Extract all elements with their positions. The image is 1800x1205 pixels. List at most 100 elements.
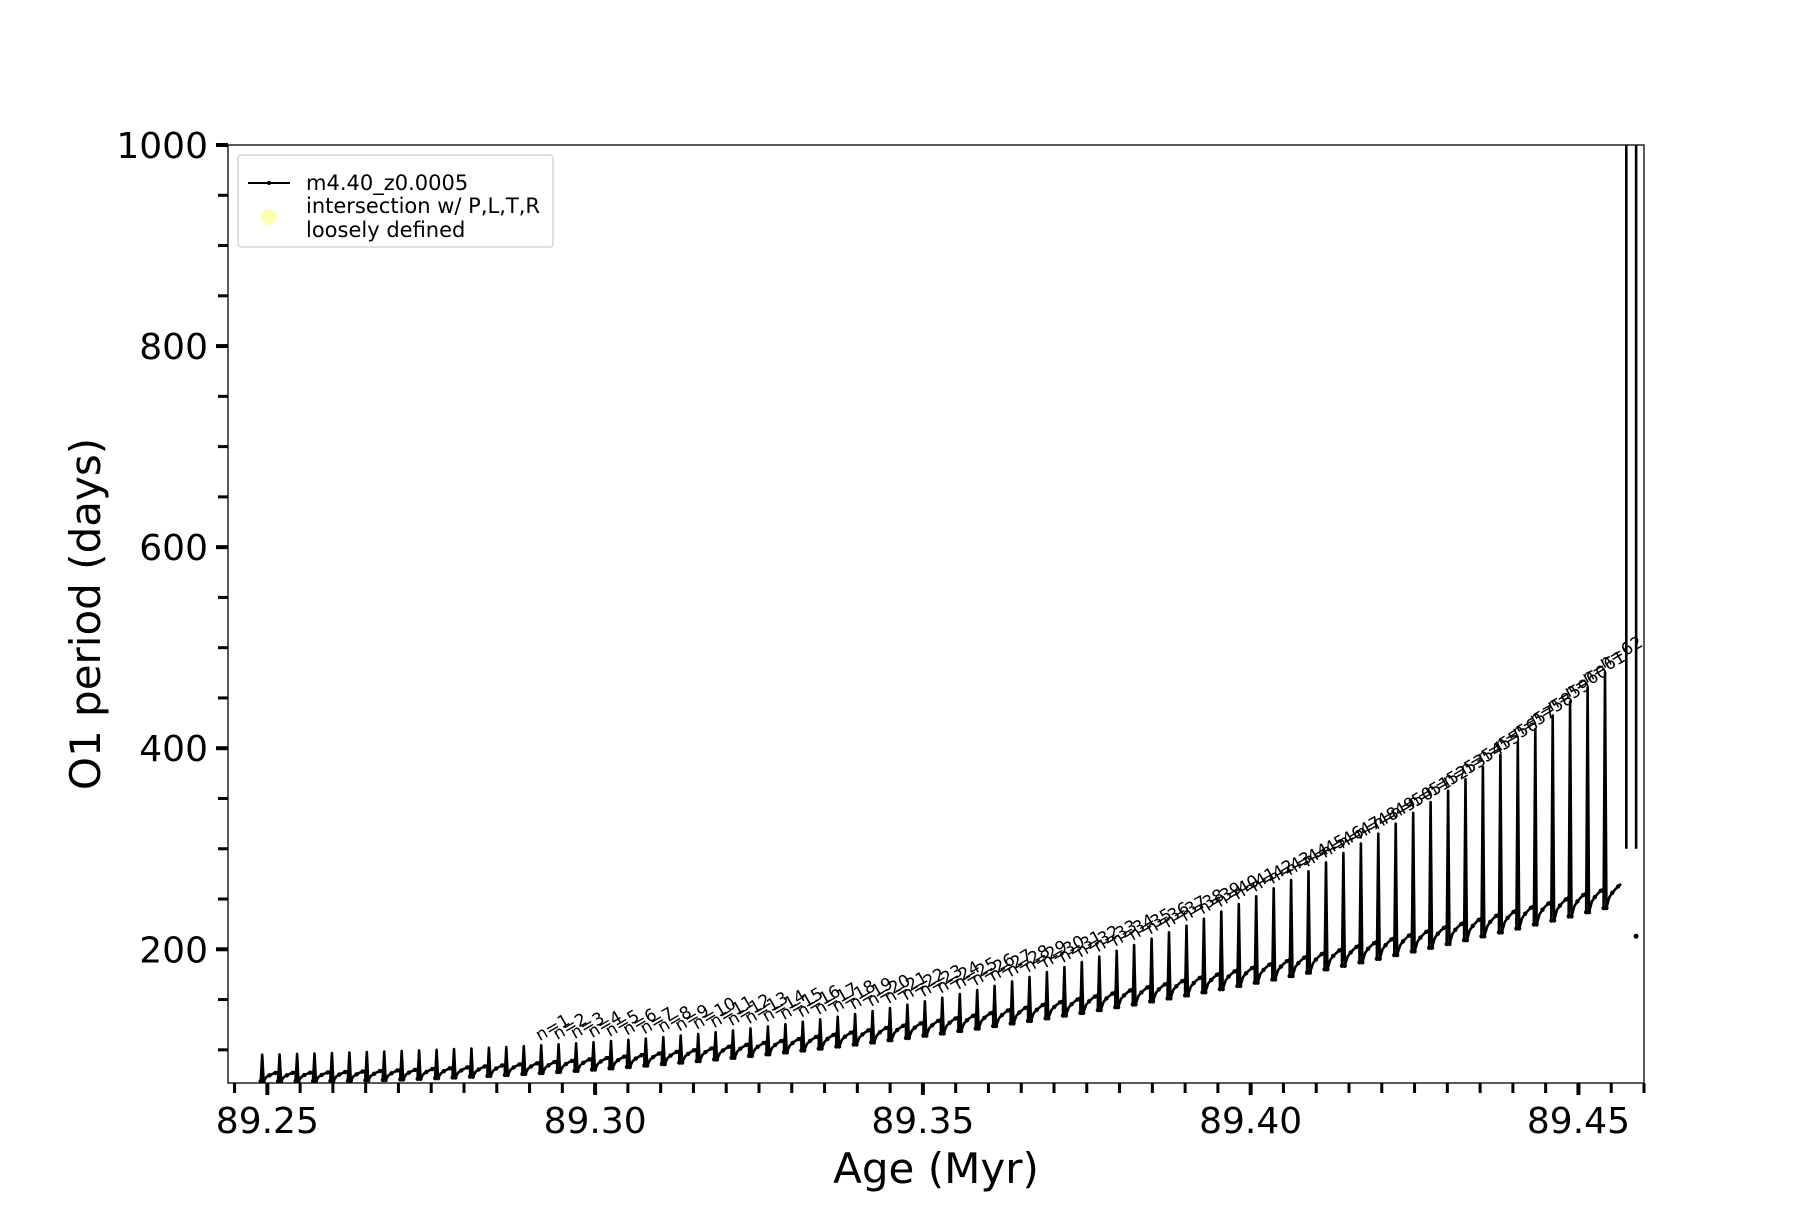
series-point [325, 1070, 330, 1075]
series-point [976, 1026, 981, 1031]
series-point [953, 1016, 958, 1021]
series-point [1331, 953, 1336, 959]
series-point [1394, 952, 1400, 958]
series-point [674, 1049, 679, 1055]
series-point [656, 1051, 662, 1056]
series-point [726, 1044, 731, 1050]
series-point [447, 1066, 452, 1071]
y-axis: 200 400 600 800 1000 [116, 126, 228, 1052]
series-point [1115, 1005, 1121, 1010]
legend-label: intersection w/ P,L,T,R [306, 194, 540, 218]
series-point [1232, 969, 1237, 974]
series-point [1156, 987, 1162, 992]
series-point [813, 1034, 819, 1040]
series-point [534, 1061, 540, 1066]
series-point [424, 1069, 429, 1075]
series-point [540, 1070, 545, 1076]
y-tick-label: 200 [139, 930, 208, 971]
series-point [598, 1059, 603, 1064]
series-point [685, 1051, 691, 1057]
series-point [668, 1053, 673, 1058]
series-point [1011, 1021, 1016, 1026]
series-point [848, 1030, 853, 1035]
y-tick-label: 600 [139, 528, 208, 569]
x-tick-label: 89.35 [871, 1101, 974, 1142]
series-point [1214, 972, 1220, 977]
series-point [1493, 913, 1499, 919]
series-point [1604, 905, 1609, 911]
series-point [709, 1046, 714, 1051]
series-point [1453, 927, 1458, 932]
series-point [697, 1058, 702, 1064]
series-point [1104, 996, 1109, 1001]
series-point [552, 1059, 557, 1065]
series-point [947, 1020, 952, 1025]
series-point [662, 1061, 667, 1067]
series-point [988, 1011, 993, 1016]
series-point [1296, 960, 1301, 966]
series-point [267, 1073, 272, 1078]
series-point [1127, 988, 1133, 993]
series-point [854, 1042, 859, 1047]
series-point [1284, 959, 1290, 964]
series-point [395, 1068, 400, 1073]
series-point [1302, 955, 1307, 960]
series-point [587, 1057, 592, 1062]
series-point [464, 1065, 470, 1070]
series-point [720, 1048, 726, 1053]
series-point [900, 1023, 906, 1028]
series-point [1383, 942, 1388, 948]
series-point [767, 1052, 772, 1057]
series-point [546, 1063, 551, 1068]
series-point [691, 1048, 696, 1053]
series-point [906, 1035, 911, 1041]
series-point [732, 1055, 737, 1061]
series-point [1081, 1010, 1086, 1016]
series-point [842, 1034, 848, 1039]
series-point [941, 1031, 946, 1036]
series-point [924, 1033, 929, 1038]
series-point [889, 1038, 894, 1043]
series-point [1418, 935, 1423, 940]
series-point [488, 1073, 493, 1079]
series-point [621, 1054, 627, 1059]
series-point [313, 1078, 319, 1084]
series-point [1145, 985, 1150, 990]
series-point [761, 1040, 766, 1046]
series-point [400, 1077, 406, 1082]
y-tick-label: 1000 [116, 126, 208, 167]
series-point [1348, 950, 1353, 955]
pulse-labels: n=1n=2n=3n=4n=5n=6n=7n=8n=9n=10n=11n=12n… [532, 632, 1646, 1045]
series-point [616, 1057, 621, 1063]
series-point [1429, 945, 1435, 950]
series-point [1243, 971, 1249, 976]
series-final-point [1633, 933, 1639, 939]
series-point [302, 1072, 307, 1078]
series-line [259, 671, 1622, 1083]
series-point [964, 1018, 970, 1023]
series-point [499, 1063, 505, 1068]
series-point [633, 1056, 638, 1061]
series-point [1197, 975, 1202, 981]
series-point [1575, 899, 1580, 904]
series-point [482, 1064, 487, 1069]
series-point [982, 1015, 987, 1020]
series-point [1365, 946, 1371, 951]
series-point [918, 1021, 923, 1026]
series-point [1040, 1002, 1045, 1008]
series-point [1052, 1004, 1057, 1010]
series-point [1272, 977, 1278, 982]
series-point [912, 1025, 917, 1030]
series-point [1563, 897, 1569, 902]
series-point [505, 1072, 510, 1078]
series-point [773, 1042, 778, 1048]
series-point [1447, 941, 1452, 947]
series-point [1092, 994, 1098, 999]
series-point [1354, 944, 1359, 950]
series-point [360, 1069, 365, 1074]
series-point [807, 1038, 813, 1044]
series-point [831, 1032, 836, 1038]
series-point [1586, 910, 1592, 915]
